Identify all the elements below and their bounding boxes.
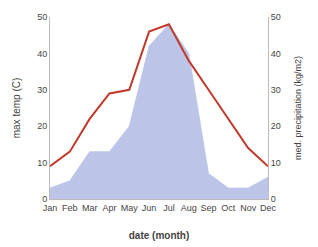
svg-text:Apr: Apr [102,203,116,213]
svg-text:Sep: Sep [201,203,217,213]
svg-text:0: 0 [42,194,47,204]
svg-text:50: 50 [37,12,47,22]
svg-text:May: May [121,203,139,213]
svg-text:date (month): date (month) [129,230,190,241]
svg-text:30: 30 [271,85,281,95]
svg-text:40: 40 [37,49,47,59]
svg-text:10: 10 [37,158,47,168]
svg-text:Dec: Dec [260,203,277,213]
svg-text:Feb: Feb [62,203,78,213]
svg-text:50: 50 [271,12,281,22]
svg-text:Oct: Oct [221,203,236,213]
svg-text:Jul: Jul [163,203,175,213]
svg-text:Nov: Nov [240,203,257,213]
svg-text:Jun: Jun [142,203,157,213]
svg-text:Mar: Mar [82,203,98,213]
svg-text:0: 0 [271,194,276,204]
svg-text:med. precipitation (kg/m2): med. precipitation (kg/m2) [293,56,303,160]
svg-text:10: 10 [271,158,281,168]
svg-text:20: 20 [37,121,47,131]
svg-text:30: 30 [37,85,47,95]
svg-text:Jan: Jan [43,203,58,213]
svg-text:20: 20 [271,121,281,131]
svg-text:Aug: Aug [181,203,197,213]
svg-text:max temp (C): max temp (C) [11,78,22,139]
svg-text:40: 40 [271,49,281,59]
